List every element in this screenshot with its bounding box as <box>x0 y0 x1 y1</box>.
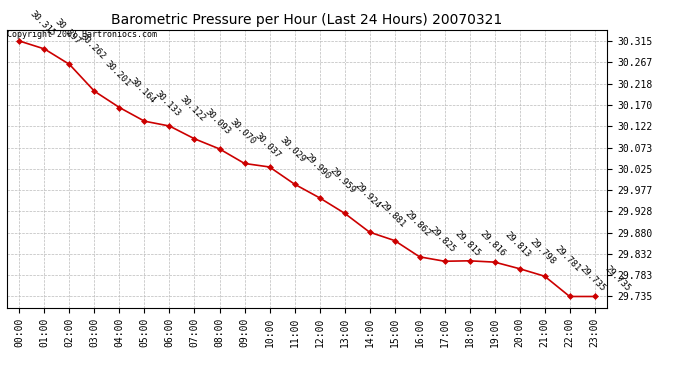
Text: 29.813: 29.813 <box>503 230 532 260</box>
Text: 30.037: 30.037 <box>253 132 282 160</box>
Text: 30.262: 30.262 <box>78 32 107 62</box>
Text: Copyright 2007 Bartroniocs.com: Copyright 2007 Bartroniocs.com <box>7 30 157 39</box>
Text: 30.133: 30.133 <box>152 89 182 118</box>
Text: 29.781: 29.781 <box>553 244 582 273</box>
Text: 30.029: 30.029 <box>278 135 307 164</box>
Text: 29.798: 29.798 <box>528 237 557 266</box>
Title: Barometric Pressure per Hour (Last 24 Hours) 20070321: Barometric Pressure per Hour (Last 24 Ho… <box>111 13 503 27</box>
Text: 30.164: 30.164 <box>128 76 157 105</box>
Text: 29.862: 29.862 <box>403 209 432 238</box>
Text: 30.070: 30.070 <box>228 117 257 146</box>
Text: 30.297: 30.297 <box>52 17 82 46</box>
Text: 29.990: 29.990 <box>303 152 332 182</box>
Text: 29.816: 29.816 <box>478 229 507 258</box>
Text: 30.122: 30.122 <box>178 94 207 123</box>
Text: 29.825: 29.825 <box>428 225 457 254</box>
Text: 29.959: 29.959 <box>328 166 357 195</box>
Text: 29.924: 29.924 <box>353 181 382 210</box>
Text: 29.735: 29.735 <box>578 264 607 294</box>
Text: 29.735: 29.735 <box>603 264 632 294</box>
Text: 30.093: 30.093 <box>203 107 232 136</box>
Text: 29.815: 29.815 <box>453 229 482 258</box>
Text: 29.881: 29.881 <box>378 200 407 230</box>
Text: 30.201: 30.201 <box>103 59 132 88</box>
Text: 30.315: 30.315 <box>28 9 57 38</box>
